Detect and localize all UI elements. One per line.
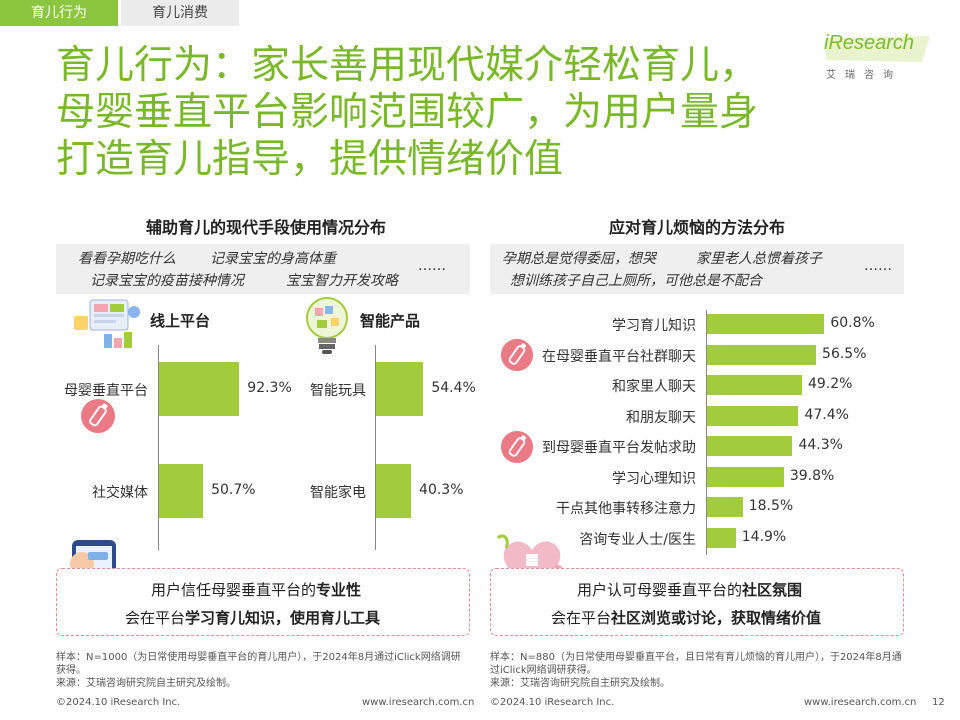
title-line-3: 打造育儿指导，提供情绪价值 (56, 137, 564, 182)
hbar-value-label: 44.3% (798, 437, 843, 453)
iresearch-logo: iResearch 艾瑞咨询 (824, 30, 932, 86)
hbar-value-label: 56.5% (822, 345, 867, 362)
category-label-smart-appliances: 智能家电 (310, 485, 366, 501)
value-label-smart-toys: 54.4% (431, 380, 476, 396)
left-callout-box: 用户信任母婴垂直平台的专业性 会在平台学习育儿知识，使用育儿工具 (56, 568, 470, 636)
title-line-2: 母婴垂直平台影响范围较广，为用户量身 (56, 90, 759, 135)
left-callout-text-2: 会在平台 (125, 609, 186, 627)
bar-smart-appliances (376, 464, 412, 518)
hbar-category-label: 干点其他事转移注意力 (556, 501, 696, 517)
left-callout-bold-2: 学习育儿知识，使用育儿工具 (185, 609, 381, 627)
hbar-value-label: 60.8% (830, 315, 875, 331)
page-number: 12 (932, 697, 945, 708)
hbar-category-label: 在母婴垂直平台社群聊天 (542, 348, 696, 365)
hbar-bar (707, 405, 799, 426)
left-callout-line-1: 用户信任母婴垂直平台的专业性 (151, 579, 361, 600)
hbar-category-label: 学习心理知识 (612, 470, 696, 487)
hbar-bar (707, 375, 802, 395)
logo-banner-icon (826, 36, 930, 62)
left-chart-title: 辅助育儿的现代手段使用情况分布 (145, 218, 386, 237)
value-label-smart-appliances: 40.3% (419, 482, 464, 498)
hbar-value-label: 18.5% (748, 498, 794, 514)
category-label-smart-toys: 智能玩具 (310, 383, 366, 399)
right-callout-line-2: 会在平台社区浏览或讨论，获取情绪价值 (551, 607, 821, 628)
logo-subtitle: 艾瑞咨询 (826, 70, 902, 81)
left-quote-1: 看看孕期吃什么 (78, 251, 176, 267)
left-quote-ellipsis: …… (418, 258, 446, 274)
online-platform-heading: 线上平台 (150, 312, 211, 330)
hbar-category-label: 到母婴垂直平台发帖求助 (542, 440, 696, 456)
tab-parenting-consumption[interactable]: 育儿消费 (121, 0, 239, 26)
baby-bottle-icon (500, 430, 534, 464)
baby-bottle-icon (500, 338, 534, 372)
right-chart-axis (706, 310, 707, 555)
category-label-social-media: 社交媒体 (92, 485, 148, 501)
hbar-bar (707, 436, 793, 456)
online-platform-illustration-icon (74, 299, 140, 348)
tab-bar: 育儿行为 育儿消费 (0, 0, 960, 26)
right-website-link[interactable]: www.iresearch.com.cn (804, 697, 917, 708)
hbar-value-label: 39.8% (789, 467, 835, 484)
hbar-category-label: 学习育儿知识 (612, 318, 696, 334)
hbar-bar (707, 466, 784, 487)
right-source-note: 来源：艾瑞咨询研究院自主研究及绘制。 (490, 678, 670, 689)
value-label-social-media: 50.7% (211, 482, 256, 498)
left-source-note: 来源：艾瑞咨询研究院自主研究及绘制。 (56, 678, 236, 689)
smart-product-axis (375, 345, 376, 550)
right-callout-bold-1: 社区氛围 (742, 581, 803, 599)
hbar-category-label: 和家里人聊天 (612, 379, 696, 395)
hbar-category-label: 咨询专业人士/医生 (579, 531, 696, 548)
right-callout-box: 用户认可母婴垂直平台的社区氛围 会在平台社区浏览或讨论，获取情绪价值 (490, 568, 904, 636)
hbar-category-label: 和朋友聊天 (626, 409, 696, 426)
hbar-value-label: 49.2% (807, 376, 853, 392)
right-sample-note: 样本：N=880（为日常使用母婴垂直平台，且日常有育儿烦恼的育儿用户），于202… (490, 652, 902, 676)
right-quote-3: 想训练孩子自己上厕所，可他总是不配合 (510, 273, 762, 289)
left-callout-bold-1: 专业性 (316, 581, 362, 599)
right-callout-line-1: 用户认可母婴垂直平台的社区氛围 (577, 579, 802, 600)
lightbulb-icon (306, 297, 348, 354)
value-label-maternal-platform: 92.3% (247, 380, 292, 396)
bar-social-media (159, 464, 204, 518)
right-callout-text-2: 会在平台 (551, 609, 612, 627)
left-quote-2: 记录宝宝的身高体重 (210, 251, 336, 267)
right-quote-1: 孕期总是觉得委屈，想哭 (502, 251, 656, 267)
category-label-maternal-platform: 母婴垂直平台 (64, 383, 148, 399)
left-callout-line-2: 会在平台学习育儿知识，使用育儿工具 (125, 607, 380, 628)
left-footnote: 样本：N=1000（为日常使用母婴垂直平台的育儿用户），于2024年8月通过iC… (56, 651, 470, 690)
hbar-bar (707, 527, 736, 548)
right-callout-bold-2: 社区浏览或讨论，获取情绪价值 (611, 609, 822, 627)
hbar-bar (707, 314, 825, 334)
left-quote-4: 宝宝智力开发攻略 (286, 273, 398, 289)
hbar-bar (707, 497, 743, 517)
left-copyright: ©2024.10 iResearch Inc. (56, 697, 181, 708)
right-quote-ellipsis: …… (864, 258, 892, 274)
hbar-bar (707, 344, 817, 365)
right-chart-title: 应对育儿烦恼的方法分布 (608, 218, 785, 237)
right-footnote: 样本：N=880（为日常使用母婴垂直平台，且日常有育儿烦恼的育儿用户），于202… (490, 651, 904, 690)
right-quote-2: 家里老人总惯着孩子 (696, 251, 822, 267)
smart-product-heading: 智能产品 (360, 312, 421, 330)
title-line-1: 育儿行为：家长善用现代媒介轻松育儿， (56, 43, 759, 88)
right-callout-text-1: 用户认可母婴垂直平台的 (577, 581, 743, 599)
bar-smart-toys (376, 362, 424, 416)
left-quote-3: 记录宝宝的疫苗接种情况 (90, 273, 244, 289)
hbar-value-label: 47.4% (804, 406, 849, 423)
baby-bottle-icon (81, 399, 115, 433)
bar-maternal-platform (159, 362, 240, 416)
page-title: 育儿行为：家长善用现代媒介轻松育儿， 母婴垂直平台影响范围较广，为用户量身 打造… (56, 42, 836, 183)
left-website-link[interactable]: www.iresearch.com.cn (362, 697, 475, 708)
right-copyright: ©2024.10 iResearch Inc. (490, 697, 615, 708)
online-platform-axis (158, 345, 159, 550)
left-quote-banner: 看看孕期吃什么 记录宝宝的身高体重 记录宝宝的疫苗接种情况 宝宝智力开发攻略 …… (56, 244, 470, 294)
left-sample-note: 样本：N=1000（为日常使用母婴垂直平台的育儿用户），于2024年8月通过iC… (56, 652, 461, 676)
tab-parenting-behavior[interactable]: 育儿行为 (0, 0, 118, 26)
logo-text: iResearch (824, 32, 915, 54)
hbar-value-label: 14.9% (741, 528, 787, 545)
left-callout-text-1: 用户信任母婴垂直平台的 (151, 581, 317, 599)
right-quote-banner: 孕期总是觉得委屈，想哭 家里老人总惯着孩子 想训练孩子自己上厕所，可他总是不配合… (490, 244, 904, 294)
